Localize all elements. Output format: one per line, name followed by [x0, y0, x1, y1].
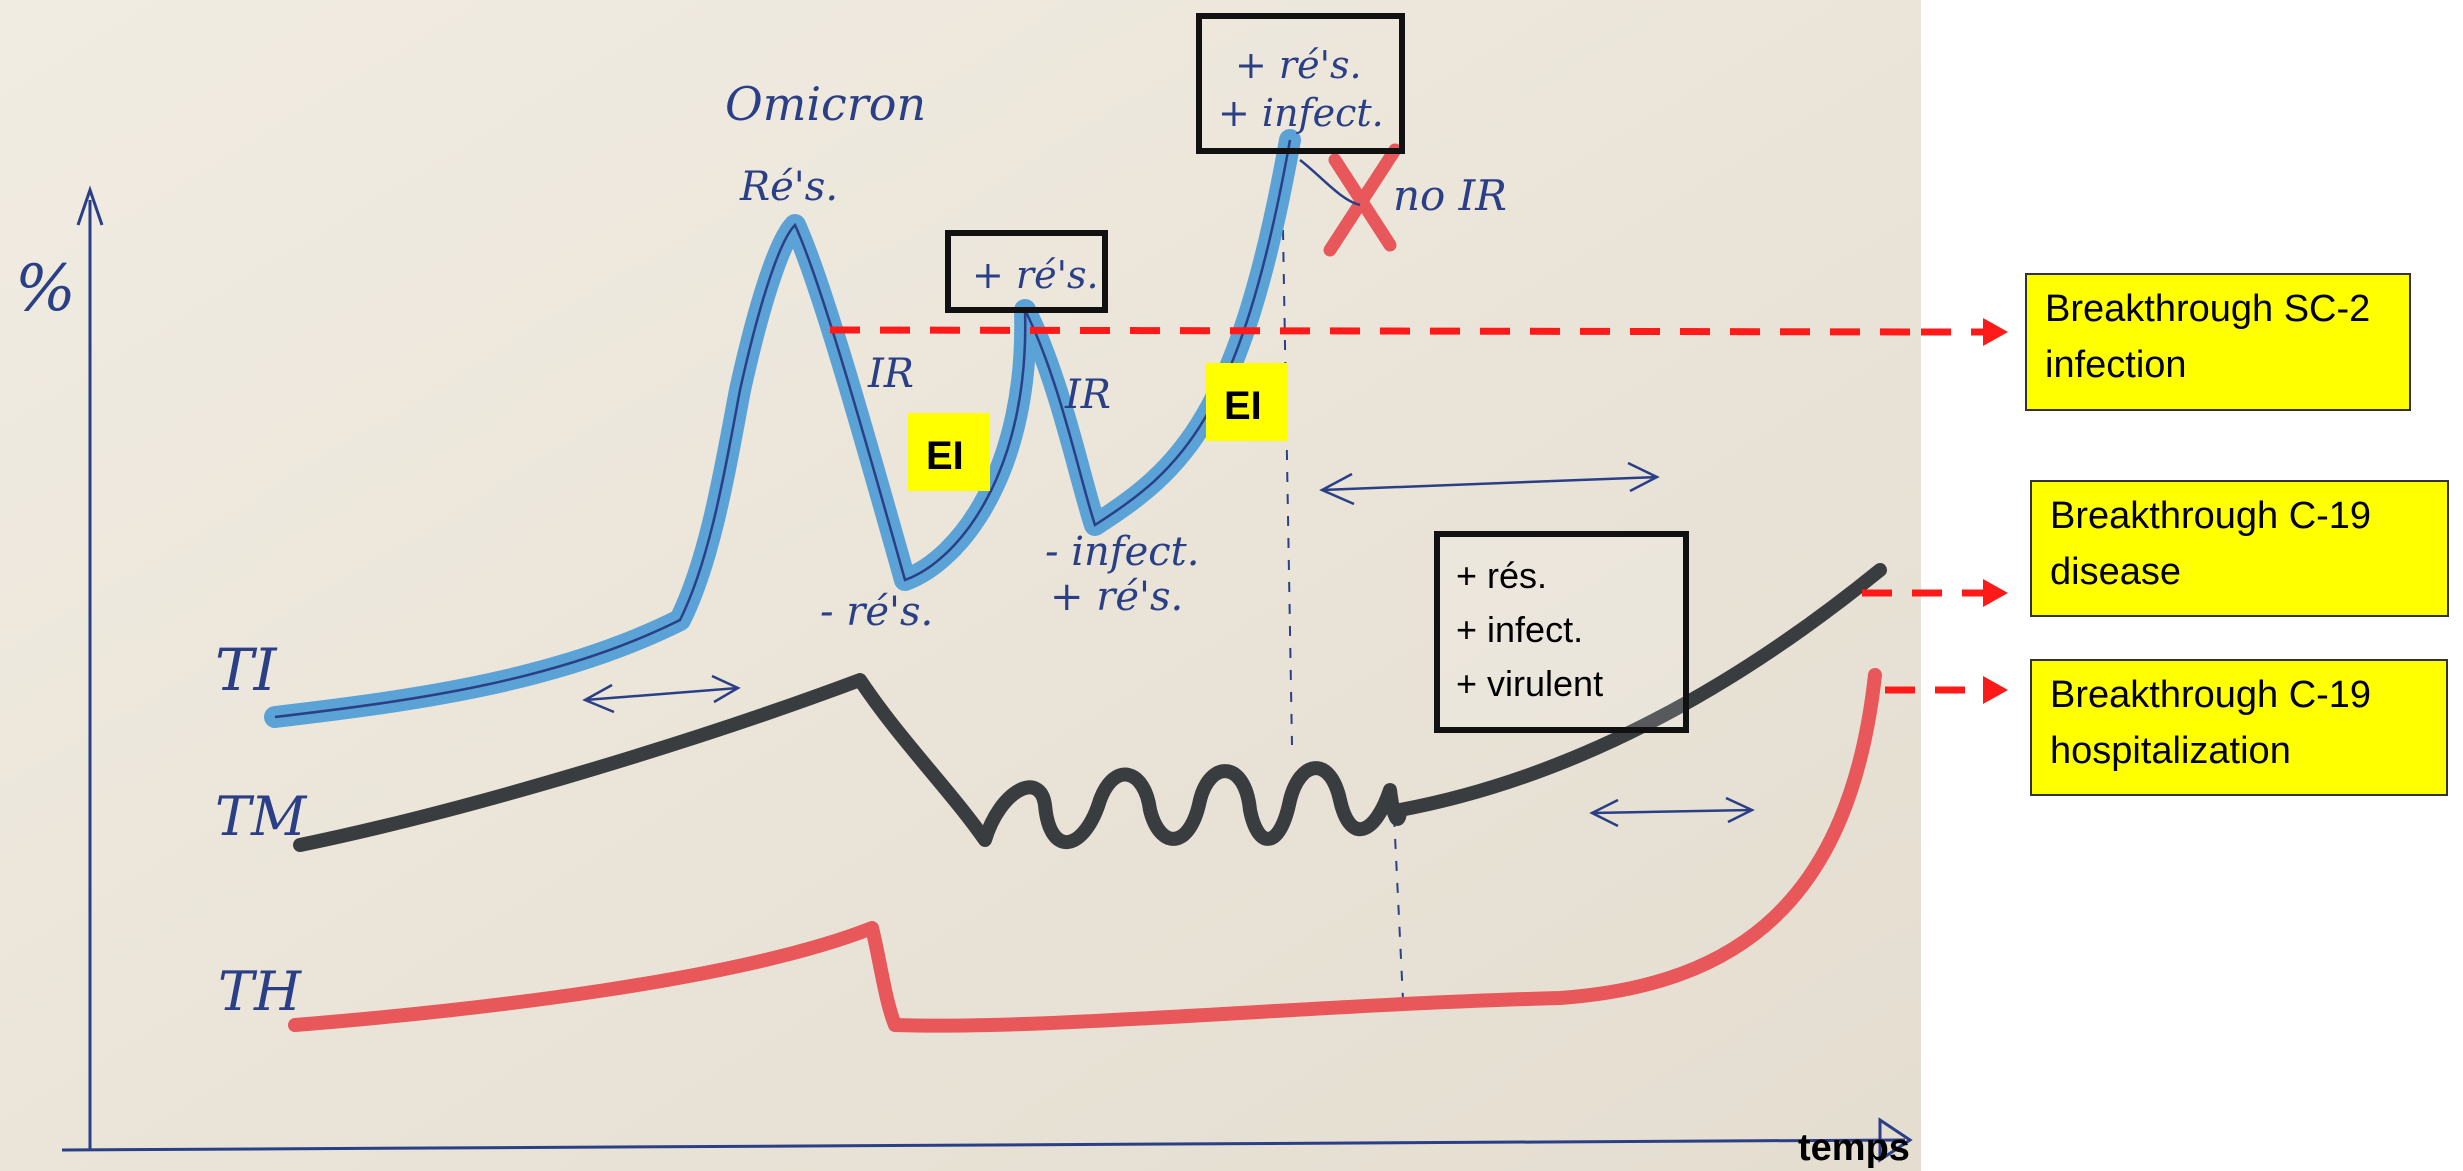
no-ir-label: no IR	[1393, 171, 1507, 220]
box-plus-res-text: + ré's.	[972, 253, 1099, 297]
double-arrow-icon	[1589, 796, 1755, 828]
hand-drawn-diagram: % temps TI TM TH	[0, 0, 1921, 1171]
variant-traits-line-3: + virulent	[1456, 663, 1603, 704]
no-ir-ink-stroke	[1299, 159, 1361, 207]
variant-traits-box: + rés. + infect. + virulent	[1434, 531, 1689, 733]
callout-infection: Breakthrough SC-2 infection	[2025, 273, 2411, 411]
callout-disease-line-2: disease	[2050, 551, 2181, 593]
ir-label-2: IR	[1064, 372, 1111, 418]
ti-curve-label: TI	[215, 636, 278, 704]
tm-curve	[293, 563, 1887, 852]
callout-disease-line-1: Breakthrough C-19	[2050, 495, 2372, 537]
callout-infection-line-2: infection	[2045, 344, 2187, 386]
infection-dashed-line	[829, 326, 1921, 336]
double-arrow-icon	[582, 674, 741, 714]
minus-res-label: - ré's.	[820, 589, 933, 635]
arrow-infection-head-icon	[1983, 318, 2008, 346]
x-axis	[61, 1138, 1906, 1152]
x-axis-arrow-icon	[1878, 1117, 1913, 1163]
callout-hospitalization-line-2: hospitalization	[2050, 730, 2291, 772]
omicron-label: Omicron	[725, 77, 926, 131]
minus-infect-label: - infect.	[1045, 529, 1199, 575]
ei-tag-1-text: EI	[926, 434, 964, 478]
callout-hospitalization-line-1: Breakthrough C-19	[2050, 674, 2372, 716]
th-curve	[288, 668, 1882, 1033]
callout-disease: Breakthrough C-19 disease	[2030, 480, 2449, 617]
cross-icon	[1323, 143, 1402, 257]
y-axis-arrow-icon	[76, 185, 104, 226]
x-axis-label: temps	[1798, 1127, 1910, 1169]
plus-res-low-label: + ré's.	[1050, 574, 1183, 620]
ir-label-1: IR	[867, 351, 914, 397]
ei-tag-1: EI	[908, 413, 990, 491]
variant-traits-line-2: + infect.	[1456, 609, 1583, 650]
th-curve-label: TH	[218, 960, 302, 1023]
callout-hospitalization: Breakthrough C-19 hospitalization	[2030, 659, 2448, 796]
arrow-hospitalization-head-icon	[1983, 676, 2008, 704]
paper-background	[0, 0, 1921, 1171]
box-plus-res-infect: + ré's. + infect.	[1196, 13, 1405, 154]
double-arrows	[582, 461, 1755, 828]
ei-tag-2-text: EI	[1224, 384, 1262, 428]
box-plus-res-infect-line-1: + ré's.	[1235, 43, 1362, 87]
tm-curve-label: TM	[215, 785, 308, 848]
box-plus-res-infect-line-2: + infect.	[1218, 91, 1384, 135]
ei-tag-2: EI	[1206, 363, 1288, 441]
callout-infection-line-1: Breakthrough SC-2	[2045, 288, 2371, 330]
box-plus-res: + ré's.	[945, 230, 1108, 313]
double-arrow-icon	[1319, 461, 1660, 506]
arrow-disease-head-icon	[1983, 579, 2008, 607]
res-peak-label: Ré's.	[739, 164, 838, 210]
axes	[61, 185, 1913, 1163]
ti-ink-line	[274, 139, 1292, 719]
y-axis-label: %	[15, 252, 76, 326]
variant-traits-line-1: + rés.	[1456, 555, 1547, 596]
